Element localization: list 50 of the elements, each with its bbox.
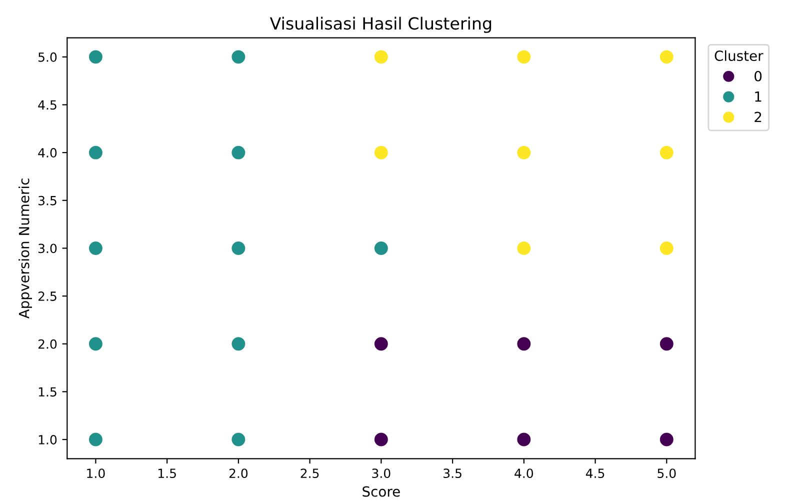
point — [230, 336, 246, 352]
x-tick-label: 2.0 — [229, 468, 248, 478]
y-tick-label: 4.0 — [38, 148, 57, 158]
point — [88, 432, 104, 448]
x-axis-title: Score — [362, 486, 400, 497]
y-tick-label: 1.0 — [38, 434, 57, 444]
point — [658, 240, 674, 256]
point — [373, 49, 390, 65]
point — [88, 240, 104, 256]
point — [88, 49, 104, 65]
legend-title: Cluster — [714, 50, 764, 62]
point — [373, 336, 390, 352]
legend-label: 2 — [754, 112, 762, 122]
x-tick-label: 4.0 — [514, 468, 534, 478]
chart-title: Visualisasi Hasil Clustering — [270, 16, 492, 33]
y-tick-label: 4.5 — [38, 100, 56, 110]
point — [516, 240, 532, 256]
point — [230, 144, 246, 160]
point — [658, 336, 674, 352]
y-tick-label: 3.5 — [38, 196, 56, 206]
point — [658, 49, 674, 65]
x-tick-label: 3.5 — [444, 468, 462, 478]
x-tick-label: 2.5 — [300, 468, 319, 478]
point — [230, 432, 246, 448]
y-axis-title: Appversion Numeric — [18, 178, 32, 319]
y-tick-label: 1.5 — [38, 387, 56, 397]
x-tick-label: 4.5 — [586, 468, 604, 478]
point — [658, 144, 674, 160]
y-tick-label: 3.0 — [38, 244, 57, 254]
point — [230, 49, 246, 65]
point — [373, 240, 390, 256]
legend-label: 1 — [755, 92, 762, 102]
x-tick-label: 1.5 — [158, 468, 176, 478]
point — [88, 336, 104, 352]
point — [230, 240, 246, 256]
point — [658, 432, 674, 448]
y-tick-label: 2.5 — [38, 292, 56, 301]
point — [88, 144, 104, 160]
x-tick-label: 3.0 — [372, 468, 390, 478]
x-tick-label: 5.0 — [658, 468, 676, 478]
point — [516, 49, 532, 65]
point — [373, 144, 390, 160]
point — [516, 144, 532, 160]
point — [373, 432, 390, 448]
point — [516, 336, 532, 352]
x-tick-label: 1.0 — [87, 468, 105, 478]
y-tick-label: 2.0 — [38, 339, 57, 349]
y-tick-label: 5.0 — [38, 52, 57, 62]
point — [516, 432, 532, 448]
legend-label: 0 — [754, 70, 762, 82]
